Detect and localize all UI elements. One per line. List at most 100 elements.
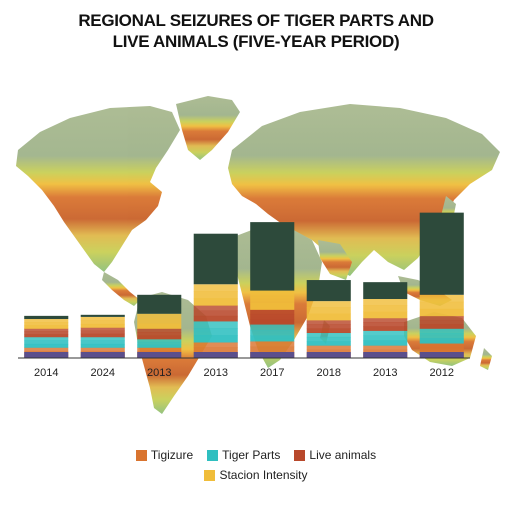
bar-base-band bbox=[363, 352, 408, 358]
bar-segment-tigizure bbox=[306, 345, 351, 350]
legend-item-stacion-intensity: Stacion Intensity bbox=[204, 468, 308, 482]
bar-base-band bbox=[250, 352, 295, 358]
bar-segment-stacion-intensity bbox=[137, 323, 182, 329]
bar-segment-tiger-parts bbox=[419, 328, 464, 334]
bar-segment-seizure-total bbox=[250, 222, 295, 291]
bar-segment-stacion-intensity bbox=[24, 322, 69, 326]
bar-segment-stacion-intensity bbox=[193, 284, 238, 292]
bar-segment-live-animals bbox=[80, 327, 125, 331]
bar-segment-live-animals bbox=[419, 324, 464, 329]
x-axis-ticks: 2014 2024 2013 2013 2017 2018 2013 2012 bbox=[34, 367, 454, 379]
bar-segment-live-animals bbox=[137, 332, 182, 336]
bar-segment-live-animals bbox=[24, 331, 69, 335]
bar-segment-stacion-intensity bbox=[419, 301, 464, 310]
chart-title-line-1: REGIONAL SEIZURES OF TIGER PARTS AND bbox=[78, 11, 434, 30]
bar-segment-live-animals bbox=[250, 314, 295, 320]
bar-segment-tiger-parts bbox=[363, 330, 408, 336]
x-tick-label: 2012 bbox=[430, 367, 454, 379]
bar-segment-tigizure bbox=[419, 343, 464, 349]
bar-segment-live-animals bbox=[193, 305, 238, 311]
x-tick-label: 2013 bbox=[204, 367, 228, 379]
bar-segment-stacion-intensity bbox=[137, 318, 182, 324]
bar-segment-live-animals bbox=[250, 309, 295, 315]
x-tick-label: 2017 bbox=[260, 367, 284, 379]
bar-segment-live-animals bbox=[24, 328, 69, 332]
greenland-landmass bbox=[176, 96, 240, 160]
bar-segment-tigizure bbox=[250, 346, 295, 353]
bar-segment-stacion-intensity bbox=[250, 296, 295, 304]
bar-segment-tiger-parts bbox=[137, 344, 182, 348]
bar-segment-live-animals bbox=[80, 333, 125, 338]
bar-segment-tiger-parts bbox=[137, 341, 182, 345]
bar-segment-tiger-parts bbox=[306, 336, 351, 342]
bar-base-band bbox=[306, 352, 351, 358]
chart-title-line-2: LIVE ANIMALS (FIVE-YEAR PERIOD) bbox=[112, 32, 400, 51]
bar-segment-stacion-intensity bbox=[24, 319, 69, 323]
central-america-landmass bbox=[102, 272, 140, 306]
bar-segment-stacion-intensity bbox=[24, 325, 69, 329]
bar-segment-stacion-intensity bbox=[250, 303, 295, 310]
bar-base-band bbox=[80, 352, 125, 358]
bar-segment-stacion-intensity bbox=[306, 313, 351, 321]
bar-segment-stacion-intensity bbox=[363, 311, 408, 319]
bar-segment-tiger-parts bbox=[419, 333, 464, 339]
legend-label-live-animals: Live animals bbox=[309, 448, 377, 462]
bar-segment-tiger-parts bbox=[80, 336, 125, 341]
bar-segment-live-animals bbox=[80, 330, 125, 335]
chart-title: REGIONAL SEIZURES OF TIGER PARTS AND LIV… bbox=[0, 10, 512, 52]
x-tick-label: 2018 bbox=[317, 367, 341, 379]
bar-base-band bbox=[419, 352, 464, 358]
bar-segment-stacion-intensity bbox=[250, 290, 295, 298]
x-tick-label: 2013 bbox=[373, 367, 397, 379]
bar-segment-live-animals bbox=[419, 315, 464, 321]
bar-segment-tiger-parts bbox=[250, 335, 295, 342]
bar-segment-stacion-intensity bbox=[363, 299, 408, 306]
legend-swatch-tiger-parts bbox=[207, 449, 219, 461]
legend-row-1: Tigizure Tiger Parts Live animals bbox=[0, 448, 512, 462]
bar-segment-live-animals bbox=[363, 326, 408, 331]
bar-segment-seizure-total bbox=[363, 282, 408, 300]
bar-segment-seizure-total bbox=[24, 315, 69, 320]
bar-segment-tigizure bbox=[419, 348, 464, 354]
bar-segment-stacion-intensity bbox=[80, 316, 125, 321]
bar-segment-stacion-intensity bbox=[80, 320, 125, 325]
legend-swatch-tigizure bbox=[135, 449, 147, 461]
bar-segment-tigizure bbox=[24, 347, 69, 352]
x-tick-label: 2014 bbox=[34, 367, 58, 379]
bar-segment-tiger-parts bbox=[193, 321, 238, 329]
bar-segment-live-animals bbox=[193, 315, 238, 322]
bar-segment-live-animals bbox=[363, 322, 408, 327]
bar-segment-live-animals bbox=[250, 319, 295, 325]
bar-segment-tiger-parts bbox=[306, 332, 351, 338]
bar-segment-stacion-intensity bbox=[419, 308, 464, 317]
bar-segment-live-animals bbox=[419, 320, 464, 325]
bar-segment-live-animals bbox=[363, 317, 408, 323]
bar-segment-seizure-total bbox=[193, 233, 238, 285]
bar-segment-seizure-total bbox=[419, 212, 464, 295]
bar-segment-live-animals bbox=[306, 320, 351, 325]
bar-segment-seizure-total bbox=[137, 294, 182, 314]
bar-segment-tigizure bbox=[250, 341, 295, 348]
bar-segment-live-animals bbox=[306, 324, 351, 329]
bar-segment-live-animals bbox=[137, 328, 182, 333]
bar-segment-stacion-intensity bbox=[419, 294, 464, 303]
bar-segment-stacion-intensity bbox=[193, 291, 238, 299]
bar-segment-tigizure bbox=[80, 347, 125, 352]
bar-segment-live-animals bbox=[193, 310, 238, 317]
bar-segment-tiger-parts bbox=[363, 340, 408, 346]
bar-segment-tigizure bbox=[193, 342, 238, 348]
legend-swatch-live-animals bbox=[294, 449, 306, 461]
bar-segment-tiger-parts bbox=[24, 336, 69, 341]
bar-segment-tiger-parts bbox=[193, 335, 238, 343]
bar-segment-tiger-parts bbox=[193, 328, 238, 336]
legend-item-tiger-parts: Tiger Parts bbox=[207, 448, 280, 462]
bar-segment-live-animals bbox=[24, 334, 69, 338]
x-tick-label: 2024 bbox=[91, 367, 115, 379]
bar-segment-stacion-intensity bbox=[363, 305, 408, 312]
stacked-bars bbox=[24, 212, 464, 359]
north-america-landmass bbox=[16, 106, 180, 272]
bar-segment-tigizure bbox=[306, 349, 351, 355]
bar-segment-tiger-parts bbox=[419, 338, 464, 344]
bar-segment-tiger-parts bbox=[363, 335, 408, 341]
